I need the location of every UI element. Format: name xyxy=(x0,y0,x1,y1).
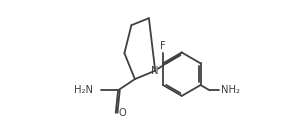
Text: H₂N: H₂N xyxy=(74,85,93,95)
Text: F: F xyxy=(160,41,166,51)
Text: O: O xyxy=(118,108,126,118)
Text: NH₂: NH₂ xyxy=(221,85,240,95)
Text: N: N xyxy=(151,66,159,76)
